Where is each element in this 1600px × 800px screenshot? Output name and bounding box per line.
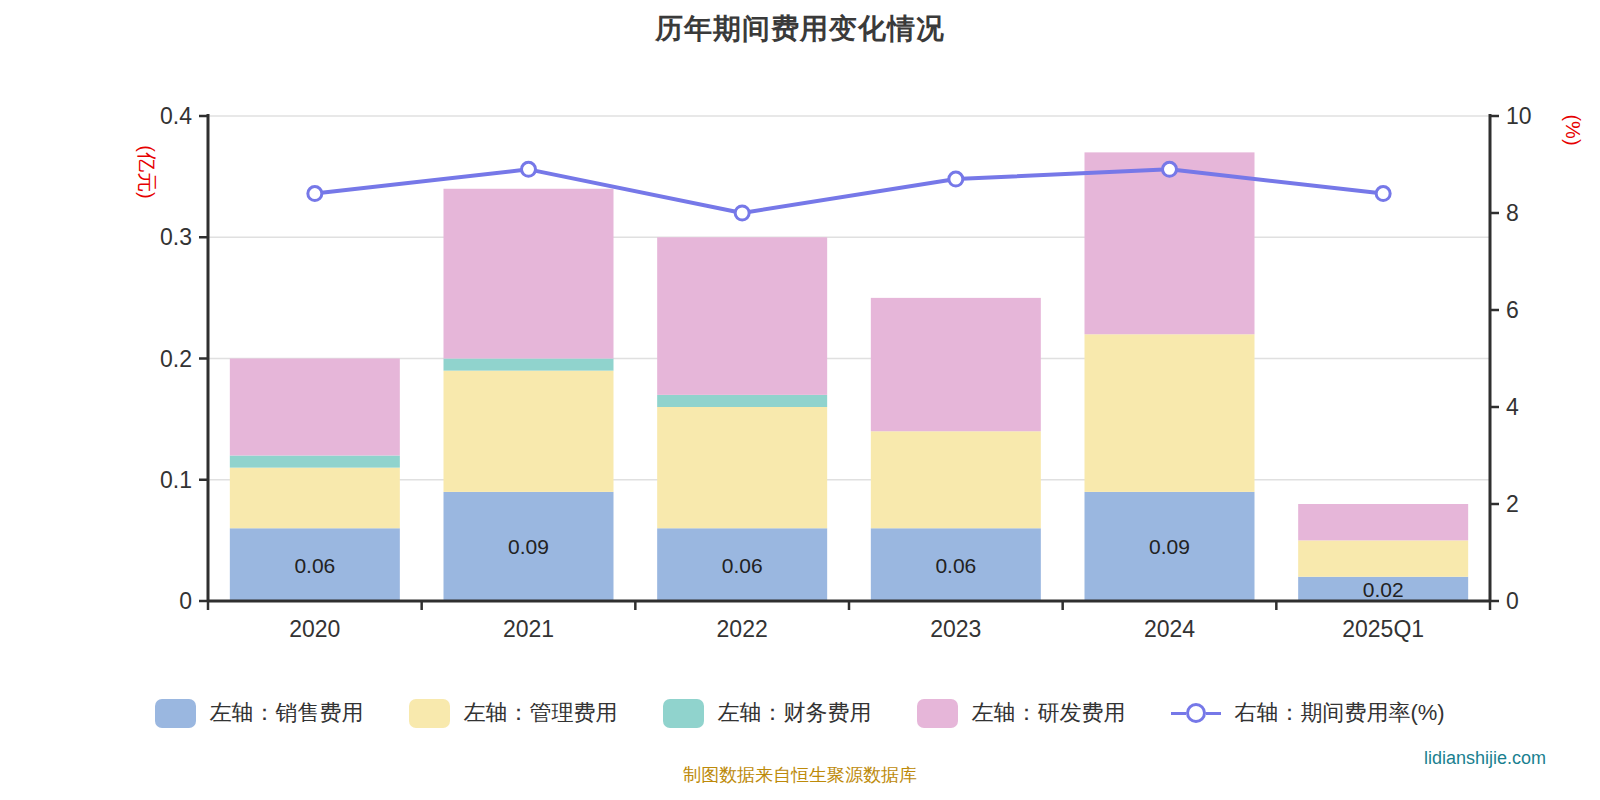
sales-expense-swatch-icon (155, 699, 196, 728)
line-marker[interactable] (949, 172, 963, 186)
right-axis-unit-label: (%) (1562, 114, 1584, 145)
left-axis-tick-label: 0.2 (160, 346, 192, 372)
line-marker[interactable] (1376, 187, 1390, 201)
bar-segment[interactable] (1085, 334, 1255, 492)
x-axis-label: 2022 (717, 616, 768, 642)
right-axis-tick-label: 4 (1506, 394, 1519, 420)
bar-segment[interactable] (657, 407, 827, 528)
bar-segment[interactable] (871, 298, 1041, 431)
line-marker[interactable] (522, 162, 536, 176)
legend-item-admin-expense[interactable]: 左轴：管理费用 (409, 698, 617, 728)
bar-segment[interactable] (1298, 540, 1468, 576)
bar-segment[interactable] (444, 359, 614, 371)
line-marker[interactable] (1163, 162, 1177, 176)
bar-value-label: 0.06 (722, 554, 763, 577)
left-axis-tick-label: 0 (179, 588, 192, 614)
bar-value-label: 0.06 (935, 554, 976, 577)
left-axis-unit-label: (亿元) (136, 145, 158, 198)
bar-segment[interactable] (444, 371, 614, 492)
legend-item-finance-expense[interactable]: 左轴：财务费用 (663, 698, 871, 728)
right-axis-tick-label: 2 (1506, 491, 1519, 517)
line-marker[interactable] (735, 206, 749, 220)
legend-item-expense-ratio[interactable]: 右轴：期间费用率(%) (1171, 698, 1444, 728)
bar-segment[interactable] (444, 189, 614, 359)
legend-label: 左轴：研发费用 (971, 698, 1125, 728)
expense-chart: 0.06 0.09 0.06 0.06 0.09 0.02 0 0.1 0.2 0.3 0.4 0 2 4… (0, 0, 1600, 660)
x-axis-label: 2025Q1 (1342, 616, 1424, 642)
x-axis-label: 2020 (289, 616, 340, 642)
legend-item-sales-expense[interactable]: 左轴：销售费用 (155, 698, 363, 728)
bar-value-label: 0.02 (1363, 578, 1404, 601)
left-axis-tick-label: 0.4 (160, 103, 192, 129)
bar-segment[interactable] (871, 431, 1041, 528)
right-axis-tick-label: 0 (1506, 588, 1519, 614)
legend-label: 左轴：管理费用 (463, 698, 617, 728)
legend-item-rd-expense[interactable]: 左轴：研发费用 (917, 698, 1125, 728)
watermark: lidianshijie.com (1424, 748, 1546, 769)
bar-segment[interactable] (230, 468, 400, 529)
line-marker[interactable] (308, 187, 322, 201)
x-axis-label: 2024 (1144, 616, 1195, 642)
x-axis-label: 2023 (930, 616, 981, 642)
line-marker-icon (1171, 703, 1221, 723)
bar-segment[interactable] (1085, 152, 1255, 334)
bar-segment[interactable] (657, 395, 827, 407)
rd-expense-swatch-icon (917, 699, 958, 728)
data-source-note: 制图数据来自恒生聚源数据库 (0, 763, 1600, 787)
admin-expense-swatch-icon (409, 699, 450, 728)
bar-value-label: 0.09 (1149, 535, 1190, 558)
right-axis-tick-label: 8 (1506, 200, 1519, 226)
right-axis-tick-label: 6 (1506, 297, 1519, 323)
bar-segment[interactable] (230, 359, 400, 456)
left-axis-tick-label: 0.1 (160, 467, 192, 493)
bar-segment[interactable] (657, 237, 827, 395)
left-axis-tick-label: 0.3 (160, 224, 192, 250)
legend-label: 左轴：销售费用 (209, 698, 363, 728)
bar-value-label: 0.06 (294, 554, 335, 577)
legend-label: 左轴：财务费用 (717, 698, 871, 728)
bar-value-label: 0.09 (508, 535, 549, 558)
legend: 左轴：销售费用 左轴：管理费用 左轴：财务费用 左轴：研发费用 右轴：期间费用率… (0, 698, 1600, 728)
finance-expense-swatch-icon (663, 699, 704, 728)
x-axis-label: 2021 (503, 616, 554, 642)
right-axis-tick-label: 10 (1506, 103, 1532, 129)
legend-label: 右轴：期间费用率(%) (1234, 698, 1444, 728)
bar-segment[interactable] (230, 456, 400, 468)
bar-segment[interactable] (1298, 504, 1468, 540)
